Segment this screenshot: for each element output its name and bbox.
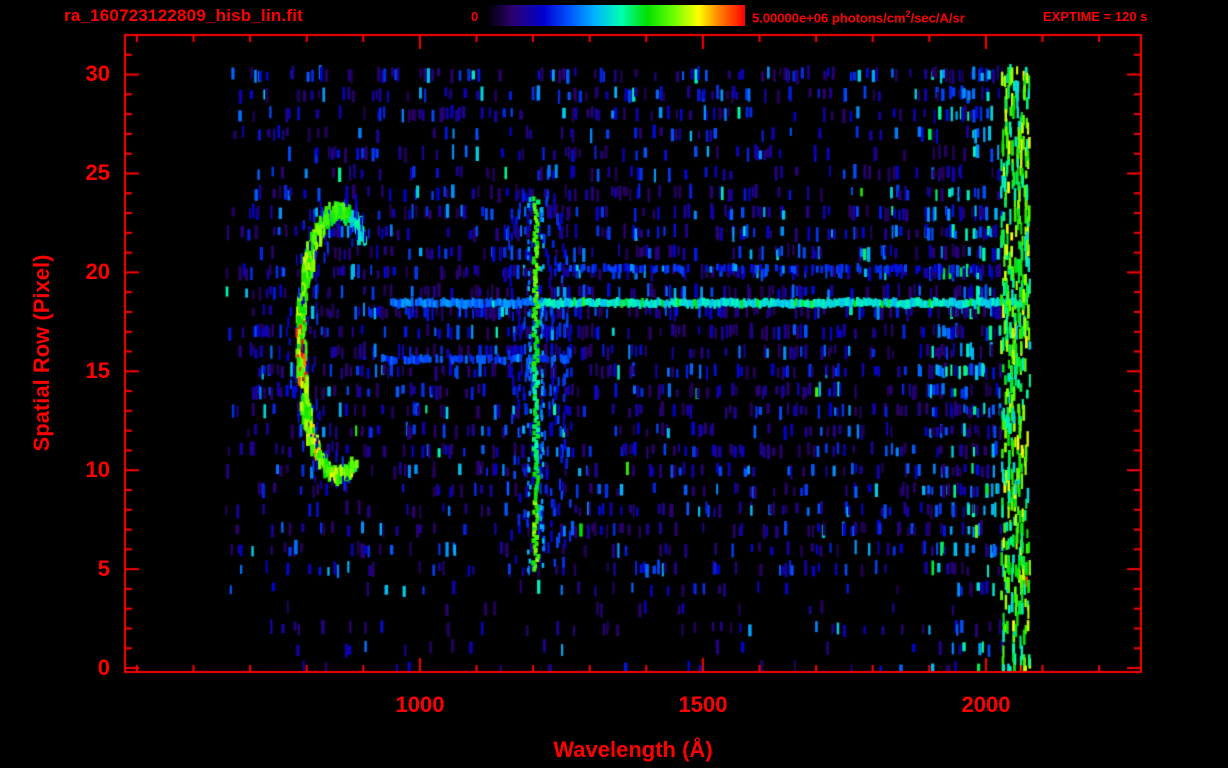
x-tick-label-2000: 2000 xyxy=(961,692,1011,717)
y-tick-label-15: 15 xyxy=(85,358,110,383)
colorbar-max-label: 5.00000e+06 photons/cm2/sec/A/sr xyxy=(752,9,965,25)
y-tick-label-25: 25 xyxy=(85,160,110,185)
x-tick-label-1000: 1000 xyxy=(395,692,445,717)
colorbar-max-units-exponent: 2 xyxy=(905,9,911,19)
y-tick-label-10: 10 xyxy=(85,457,110,482)
colorbar-max-units-prefix: 5.00000e+06 photons/cm xyxy=(752,10,906,26)
y-tick-label-0: 0 xyxy=(97,655,110,680)
x-tick-label-1500: 1500 xyxy=(678,692,728,717)
y-axis-title: Spatial Row (Pixel) xyxy=(29,254,54,452)
filename-label: ra_160723122809_hisb_lin.fit xyxy=(64,6,304,25)
exptime-label: EXPTIME = 120 s xyxy=(1043,9,1148,24)
y-tick-label-30: 30 xyxy=(85,61,110,86)
colorbar-gradient xyxy=(487,5,745,26)
x-axis-title: Wavelength (Å) xyxy=(553,737,713,762)
y-tick-label-5: 5 xyxy=(97,556,110,581)
colorbar-max-units-suffix: /sec/A/sr xyxy=(910,10,965,26)
y-tick-label-20: 20 xyxy=(85,259,110,284)
colorbar-min-label: 0 xyxy=(471,9,479,24)
